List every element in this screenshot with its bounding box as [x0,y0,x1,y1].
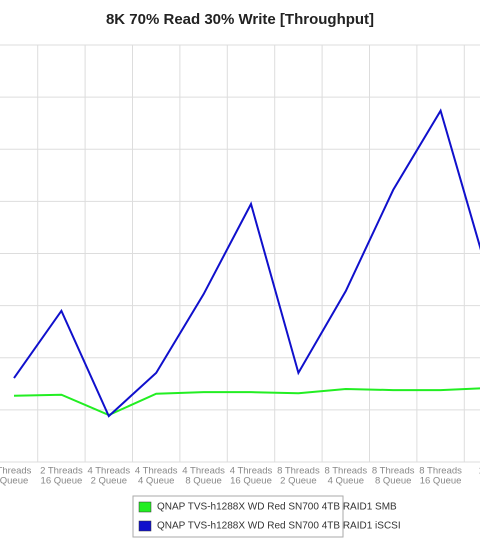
x-tick-label: 8 Queue [375,476,411,487]
legend-label: QNAP TVS-h1288X WD Red SN700 4TB RAID1 i… [157,521,401,532]
x-tick-label: 8 Threads [324,466,367,477]
legend-swatch [138,501,152,513]
x-tick-label: 16 Queue [420,476,462,487]
x-tick-label: 16 Queue [230,476,272,487]
chart-title: 8K 70% Read 30% Write [Throughput] [106,11,374,28]
x-tick-label: 2 Threads [40,466,83,477]
x-tick-label: 4 Threads [182,466,225,477]
x-tick-label: 16 T [479,466,480,477]
x-tick-label: 8 Threads [277,466,320,477]
series-line [13,387,480,417]
legend-label: QNAP TVS-h1288X WD Red SN700 4TB RAID1 S… [157,502,397,513]
x-tick-label: 4 Queue [138,476,174,487]
x-tick-label: Queue [0,476,28,487]
x-tick-label: 4 Queue [328,476,364,487]
x-tick-label: Threads [0,466,32,477]
legend-swatch [138,520,152,532]
x-tick-label: 8 Threads [419,466,462,477]
series-line [13,108,480,418]
x-tick-label: 2 Queue [91,476,127,487]
x-tick-label: 16 Queue [41,476,83,487]
x-tick-label: 4 Threads [87,466,130,477]
x-tick-label: 8 Queue [185,476,221,487]
x-tick-label: 2 Queue [280,476,316,487]
x-tick-label: 4 Threads [135,466,178,477]
x-tick-label: 4 Threads [230,466,273,477]
x-tick-label: 8 Threads [372,466,415,477]
legend-box [132,495,344,538]
